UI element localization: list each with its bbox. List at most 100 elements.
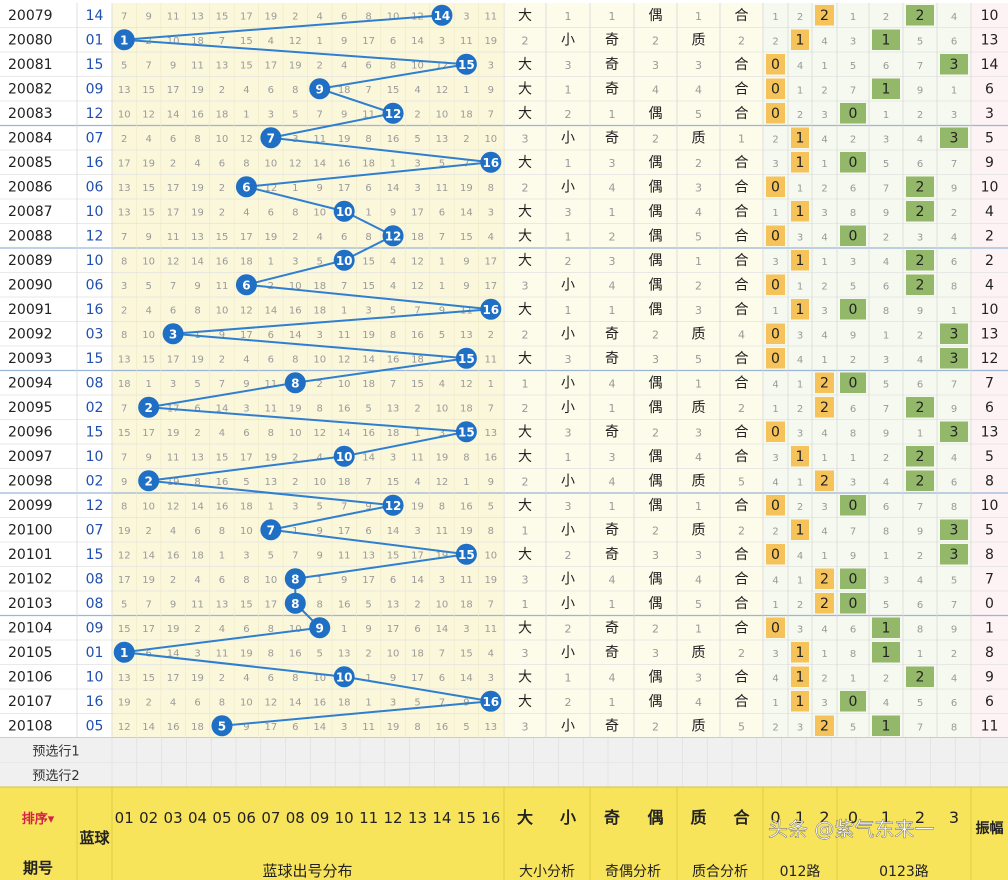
prime-composite-cell: 1 (695, 10, 702, 23)
road0123-miss: 5 (883, 600, 889, 611)
road012-value: 0 (771, 547, 780, 563)
road012-hit (815, 372, 834, 393)
road012-miss: 1 (772, 698, 778, 709)
miss-count: 6 (365, 60, 371, 71)
odd-even-cell: 奇 (605, 521, 619, 538)
odd-even-cell: 偶 (649, 473, 663, 489)
road012-value: 1 (796, 253, 805, 269)
miss-count: 14 (264, 305, 277, 316)
big-small-cell: 大 (518, 106, 532, 122)
road0123-hit (840, 103, 866, 124)
prime-composite-cell: 2 (695, 279, 702, 292)
miss-count: 4 (243, 85, 249, 96)
period-cell: 20081 (8, 57, 53, 73)
big-small-header: 大 (517, 808, 533, 827)
road012-hit (766, 617, 785, 638)
odd-even-cell: 偶 (649, 694, 663, 710)
miss-count: 16 (338, 403, 351, 414)
miss-count: 6 (268, 354, 274, 365)
miss-count: 11 (313, 134, 326, 145)
road012-miss: 1 (797, 85, 803, 96)
miss-count: 9 (341, 109, 347, 120)
period-cell: 20083 (8, 106, 53, 122)
trend-line (270, 136, 491, 164)
road0123-value: 1 (882, 81, 891, 97)
odd-even-cell: 3 (652, 353, 659, 366)
miss-count: 10 (436, 599, 449, 610)
miss-count: 7 (365, 477, 371, 488)
miss-count: 7 (439, 232, 445, 243)
blue-ball-marker (211, 715, 233, 737)
swing-cell: 5 (985, 449, 994, 465)
miss-count: 7 (145, 599, 151, 610)
miss-count: 13 (362, 550, 375, 561)
odd-even-cell: 偶 (649, 204, 663, 220)
miss-count: 19 (167, 428, 180, 439)
road0123-miss: 4 (951, 12, 957, 23)
blue-ball-marker (382, 225, 404, 247)
miss-count: 10 (216, 305, 229, 316)
road012-hit (791, 519, 809, 540)
swing-header: 振幅 (976, 820, 1004, 837)
miss-count: 4 (268, 36, 274, 47)
miss-count: 13 (387, 403, 400, 414)
miss-count: 9 (488, 85, 494, 96)
ball-column-header: 04 (188, 809, 207, 827)
big-small-cell: 2 (565, 622, 572, 635)
prime-composite-cell: 质 (692, 718, 706, 734)
road012-miss: 3 (797, 232, 803, 243)
miss-count: 8 (292, 673, 298, 684)
road012-miss: 4 (821, 134, 827, 145)
road012-value: 0 (771, 351, 780, 367)
trend-line (124, 626, 320, 654)
swing-cell: 13 (981, 32, 999, 48)
prime-composite-cell: 合 (735, 204, 749, 220)
road0123-miss: 6 (883, 61, 889, 72)
blue-ball-number: 10 (336, 450, 353, 464)
miss-count: 17 (264, 722, 277, 733)
miss-count: 13 (436, 134, 449, 145)
road0123-value: 2 (916, 277, 925, 293)
miss-count: 6 (292, 722, 298, 733)
miss-count: 4 (243, 673, 249, 684)
ball-column-header: 16 (481, 809, 500, 827)
miss-count: 5 (121, 60, 127, 71)
road012-hit (791, 250, 809, 271)
ball-column-header: 03 (164, 809, 183, 827)
miss-count: 6 (170, 134, 176, 145)
miss-count: 6 (365, 183, 371, 194)
miss-count: 5 (292, 109, 298, 120)
odd-even-cell: 4 (609, 671, 616, 684)
road012-hit (815, 397, 834, 418)
miss-count: 7 (414, 305, 420, 316)
road012-value: 2 (820, 718, 829, 734)
road0123-hit (872, 642, 900, 663)
big-small-label: 大小分析 (519, 864, 575, 880)
road0123-miss: 2 (883, 673, 889, 684)
road012-miss: 4 (797, 61, 803, 72)
blue-ball-cell: 02 (86, 473, 104, 489)
blue-ball-number: 8 (291, 376, 299, 390)
miss-count: 13 (191, 232, 204, 243)
trend-line (173, 332, 467, 360)
road0123-miss: 8 (850, 428, 856, 439)
blue-ball-cell: 12 (86, 498, 104, 514)
miss-count: 14 (313, 158, 326, 169)
miss-count: 8 (488, 526, 494, 537)
road0123-hit (906, 5, 934, 26)
swing-cell: 10 (981, 8, 999, 24)
prime-composite-cell: 质 (692, 32, 706, 48)
prime-composite-cell: 合 (735, 8, 749, 24)
miss-count: 16 (289, 305, 302, 316)
odd-even-cell: 2 (652, 622, 659, 635)
big-small-cell: 小 (561, 571, 575, 587)
miss-count: 4 (414, 85, 420, 96)
miss-count: 17 (411, 673, 424, 684)
miss-count: 1 (292, 183, 298, 194)
miss-count: 6 (243, 624, 249, 635)
big-small-cell: 2 (522, 328, 529, 341)
period-cell: 20106 (8, 669, 53, 685)
period-cell: 20097 (8, 449, 53, 465)
blue-ball-cell: 12 (86, 106, 104, 122)
miss-count: 14 (313, 722, 326, 733)
